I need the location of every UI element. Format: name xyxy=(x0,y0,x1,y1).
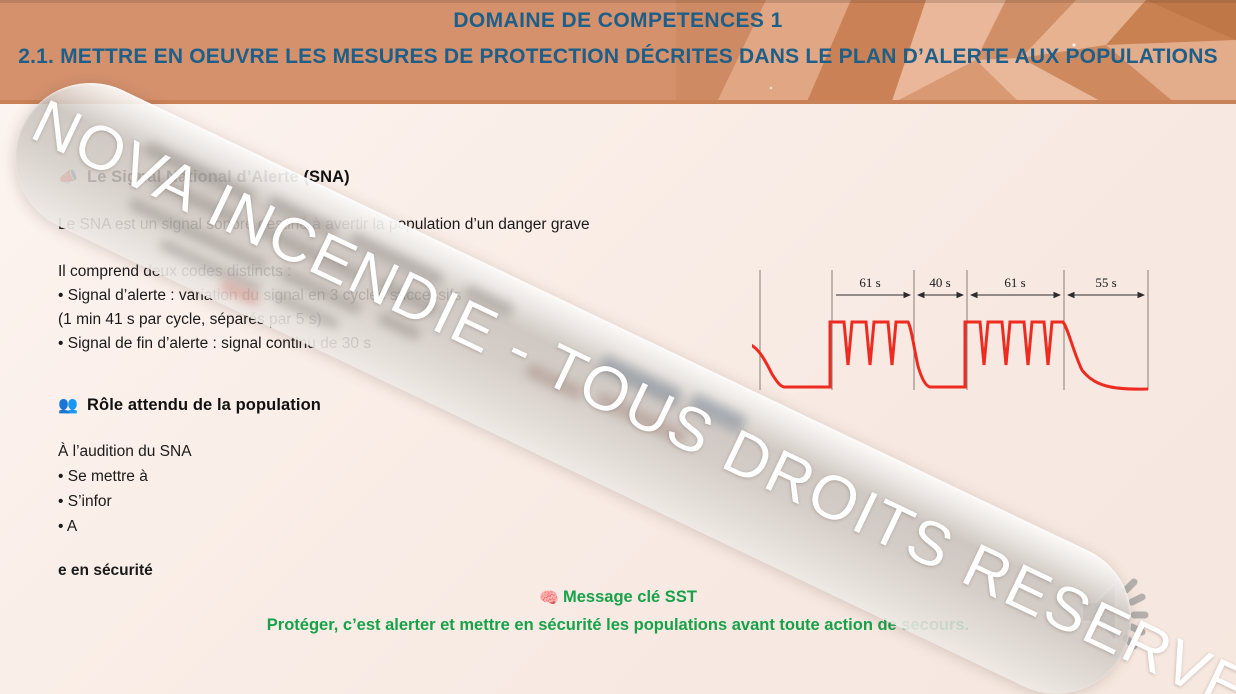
header-top-strip xyxy=(0,0,1236,3)
section-1-bullet-2-bold: 30 s xyxy=(341,335,372,352)
section-1-heading-text: Le Signal National d’Alerte (SNA) xyxy=(87,168,350,186)
section-1-bullet-1-text: : variation du signal en xyxy=(165,287,330,304)
header-title-block: DOMAINE DE COMPETENCES 1 2.1. METTRE EN … xyxy=(0,8,1236,72)
diagram-label-4: 55 s xyxy=(1095,275,1116,290)
sna-signal-diagram: 61 s 40 s 61 s 55 s xyxy=(752,262,1172,394)
section-2-intro: À l’audition du SNA xyxy=(58,443,192,460)
people-icon: 👥 xyxy=(58,396,79,414)
sna-waveform-path xyxy=(752,320,1149,391)
diagram-label-3: 61 s xyxy=(1004,275,1025,290)
section-1-bullet-2-text: : signal continu de xyxy=(208,335,342,352)
section-1-bullet-1-label: Signal d’alerte xyxy=(67,287,166,304)
section-1-bullet-1: • Signal d’alerte : variation du signal … xyxy=(58,287,462,304)
section-1-intro: Le SNA est un signal sonore destiné à av… xyxy=(58,216,590,233)
slide-header: DOMAINE DE COMPETENCES 1 2.1. METTRE EN … xyxy=(0,0,1236,104)
section-2-list: À l’audition du SNA • Se mettre à • S’in… xyxy=(58,439,758,580)
key-message-title-row: 🧠 Message clé SST xyxy=(0,586,1236,608)
header-bottom-strip xyxy=(0,100,1236,104)
diagram-label-1: 61 s xyxy=(859,275,880,290)
slide-body: 📣 Le Signal National d’Alerte (SNA) Le S… xyxy=(58,168,758,580)
section-1-heading: 📣 Le Signal National d’Alerte (SNA) xyxy=(58,168,758,187)
diagram-separators xyxy=(759,270,1149,390)
section-1-list: Il comprend deux codes distincts : • Sig… xyxy=(58,260,758,356)
section-1-bullet-1-note: (1 min 41 s par cycle, séparés par 5 s) xyxy=(58,311,322,328)
speaker-volume-svg xyxy=(1080,578,1149,650)
section-2-bullet-1: • Se mettre à xyxy=(58,468,148,485)
key-message-body: Protéger, c’est alerter et mettre en séc… xyxy=(266,616,970,634)
speaker-body xyxy=(1080,580,1118,644)
speaker-volume-icon[interactable] xyxy=(1076,572,1168,652)
section-2-heading: 👥 Rôle attendu de la population xyxy=(58,396,758,415)
key-message-title: Message clé SST xyxy=(563,588,697,606)
section-1-bullet-2: • Signal de fin d’alerte : signal contin… xyxy=(58,335,372,352)
section-1-lead: Il comprend deux codes distincts : xyxy=(58,263,292,280)
speaker-waves xyxy=(1122,578,1149,650)
diagram-label-2: 40 s xyxy=(929,275,950,290)
header-title-line-1: DOMAINE DE COMPETENCES 1 xyxy=(453,9,783,32)
section-1-bullet-1-bold: 3 cycles successifs xyxy=(329,287,462,304)
section-2-bullet-2: • S’infor xyxy=(58,493,112,510)
section-1-lead-bold: deux codes distincts xyxy=(143,263,283,280)
section-2-closing: e en sécurité xyxy=(58,562,153,579)
sna-waveform-svg: 61 s 40 s 61 s 55 s xyxy=(752,270,1149,391)
megaphone-icon: 📣 xyxy=(58,168,79,186)
section-1-bullet-2-label: Signal de fin d’alerte xyxy=(67,335,209,352)
key-message-block: 🧠 Message clé SST Protéger, c’est alerter… xyxy=(0,586,1236,637)
brain-icon: 🧠 xyxy=(539,590,559,607)
header-title-line-2: 2.1. METTRE EN OEUVRE LES MESURES DE PRO… xyxy=(18,45,1218,68)
section-2-heading-text: Rôle attendu de la population xyxy=(87,396,321,414)
section-2-bullet-3: • A xyxy=(58,518,78,535)
